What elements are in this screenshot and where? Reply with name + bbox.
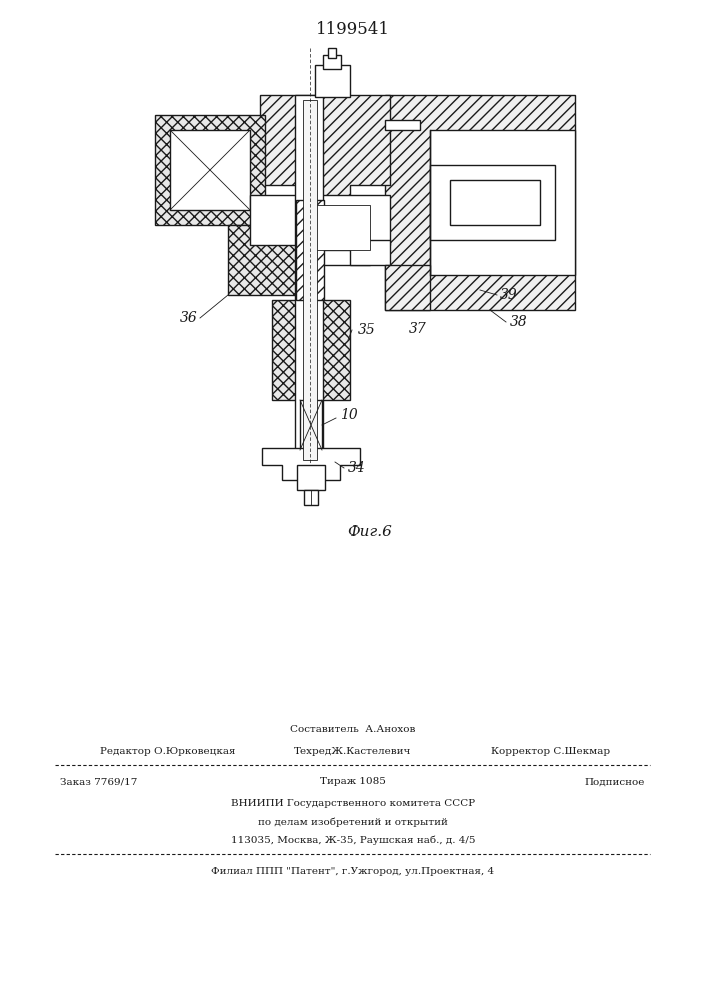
Polygon shape — [385, 95, 575, 310]
Text: по делам изобретений и открытий: по делам изобретений и открытий — [258, 817, 448, 827]
Polygon shape — [250, 195, 390, 265]
Text: Редактор О.Юрковецкая: Редактор О.Юрковецкая — [100, 748, 235, 756]
Polygon shape — [262, 448, 360, 480]
Text: 38: 38 — [510, 315, 527, 329]
Polygon shape — [385, 265, 430, 310]
Text: 37: 37 — [409, 322, 427, 336]
Bar — [296, 200, 324, 300]
Text: 35: 35 — [358, 323, 375, 337]
Text: ТехредЖ.Кастелевич: ТехредЖ.Кастелевич — [294, 748, 411, 756]
Bar — [315, 65, 350, 97]
Bar — [304, 490, 318, 505]
Bar — [303, 100, 317, 460]
Text: Подписное: Подписное — [585, 778, 645, 786]
Text: ВНИИПИ Государственного комитета СССР: ВНИИПИ Государственного комитета СССР — [231, 800, 475, 808]
Bar — [323, 55, 341, 69]
Text: 39: 39 — [500, 288, 518, 302]
Polygon shape — [430, 130, 575, 275]
Bar — [155, 115, 265, 225]
Bar — [295, 95, 323, 465]
Text: Филиал ППП "Патент", г.Ужгород, ул.Проектная, 4: Филиал ППП "Патент", г.Ужгород, ул.Проек… — [211, 867, 495, 876]
Polygon shape — [430, 165, 555, 240]
Bar — [170, 130, 250, 210]
Text: Составитель  А.Анохов: Составитель А.Анохов — [291, 726, 416, 734]
Polygon shape — [385, 120, 420, 130]
Bar — [297, 465, 325, 490]
Polygon shape — [300, 240, 390, 265]
Bar — [300, 400, 322, 450]
Bar — [228, 225, 318, 295]
Bar — [328, 48, 336, 58]
Bar — [310, 205, 370, 250]
Text: 34: 34 — [348, 461, 366, 475]
Text: Фиг.6: Фиг.6 — [348, 525, 392, 539]
Polygon shape — [450, 180, 540, 225]
Text: Корректор С.Шекмар: Корректор С.Шекмар — [491, 748, 610, 756]
Text: 36: 36 — [180, 311, 198, 325]
Polygon shape — [260, 95, 390, 205]
Text: Заказ 7769/17: Заказ 7769/17 — [60, 778, 137, 786]
Bar — [272, 300, 350, 400]
Text: 10: 10 — [340, 408, 358, 422]
Text: Тираж 1085: Тираж 1085 — [320, 778, 386, 786]
Text: 1199541: 1199541 — [316, 21, 390, 38]
Text: 113035, Москва, Ж-35, Раушская наб., д. 4/5: 113035, Москва, Ж-35, Раушская наб., д. … — [230, 835, 475, 845]
